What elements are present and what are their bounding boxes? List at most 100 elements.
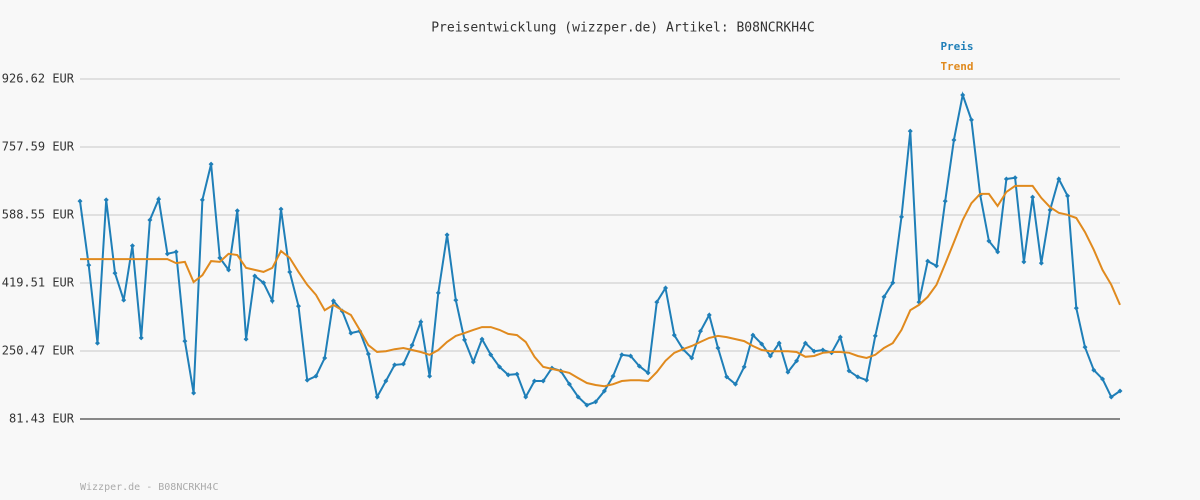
point [654,299,660,305]
point [77,198,83,204]
point [199,197,205,203]
point [811,348,817,354]
point [960,92,966,98]
point [732,381,738,387]
y-tick-label: 588.55 EUR [2,207,75,221]
point [523,394,529,400]
point [470,359,476,365]
point [767,353,773,359]
point [759,341,765,347]
point [750,332,756,338]
legend-entry: Preis [940,40,973,53]
point [427,373,433,379]
point [234,208,240,214]
point [1003,176,1009,182]
price-line [80,184,1121,388]
point [1091,367,1097,373]
point [890,280,896,286]
y-tick-label: 757.59 EUR [2,139,75,153]
point [671,332,677,338]
point [601,388,607,394]
point [121,297,127,303]
point [287,269,293,275]
point [566,381,572,387]
point [295,303,301,309]
point [575,394,581,400]
point [1012,175,1018,181]
point [217,255,223,261]
point [278,206,284,212]
point [418,319,424,325]
point [400,361,406,367]
point [243,336,249,342]
point [444,232,450,238]
point [226,267,232,273]
point [1056,176,1062,182]
point [313,373,319,379]
point [942,198,948,204]
point [1030,194,1036,200]
point [261,280,267,286]
point [698,328,704,334]
point [593,399,599,405]
footer: Wizzper.de - B08NCRKH4C [80,482,218,493]
point [182,338,188,344]
point [846,368,852,374]
point [907,128,913,134]
point [636,363,642,369]
point [435,290,441,296]
point [462,337,468,343]
point [925,258,931,264]
point [855,374,861,380]
point [820,347,826,353]
point [881,294,887,300]
point [619,352,625,358]
point [741,364,747,370]
point [269,298,275,304]
point [129,243,135,249]
legend-entry: Trend [940,60,973,73]
point [348,330,354,336]
point [584,402,590,408]
point [663,285,669,291]
point [1038,260,1044,266]
point [330,298,336,304]
price-line [79,91,1121,407]
point [628,353,634,359]
point [706,312,712,318]
point [645,370,651,376]
point [968,117,974,123]
point [252,273,258,279]
y-tick-label: 250.47 EUR [2,343,75,357]
point [208,161,214,167]
point [1065,193,1071,199]
point [531,378,537,384]
point [514,371,520,377]
point [794,358,800,364]
point [374,394,380,400]
point [112,270,118,276]
point [837,334,843,340]
point [409,342,415,348]
point [1117,388,1123,394]
point [802,340,808,346]
point [986,238,992,244]
point [1100,376,1106,382]
point [365,351,371,357]
point [933,263,939,269]
point [1073,305,1079,311]
chart-title: Preisentwicklung (wizzper.de) Artikel: B… [431,21,815,36]
point [496,364,502,370]
point [610,373,616,379]
point [138,335,144,341]
point [488,352,494,358]
point [1021,259,1027,265]
point [864,377,870,383]
point [689,355,695,361]
point [951,137,957,143]
point [94,340,100,346]
point [173,249,179,255]
point [383,378,389,384]
